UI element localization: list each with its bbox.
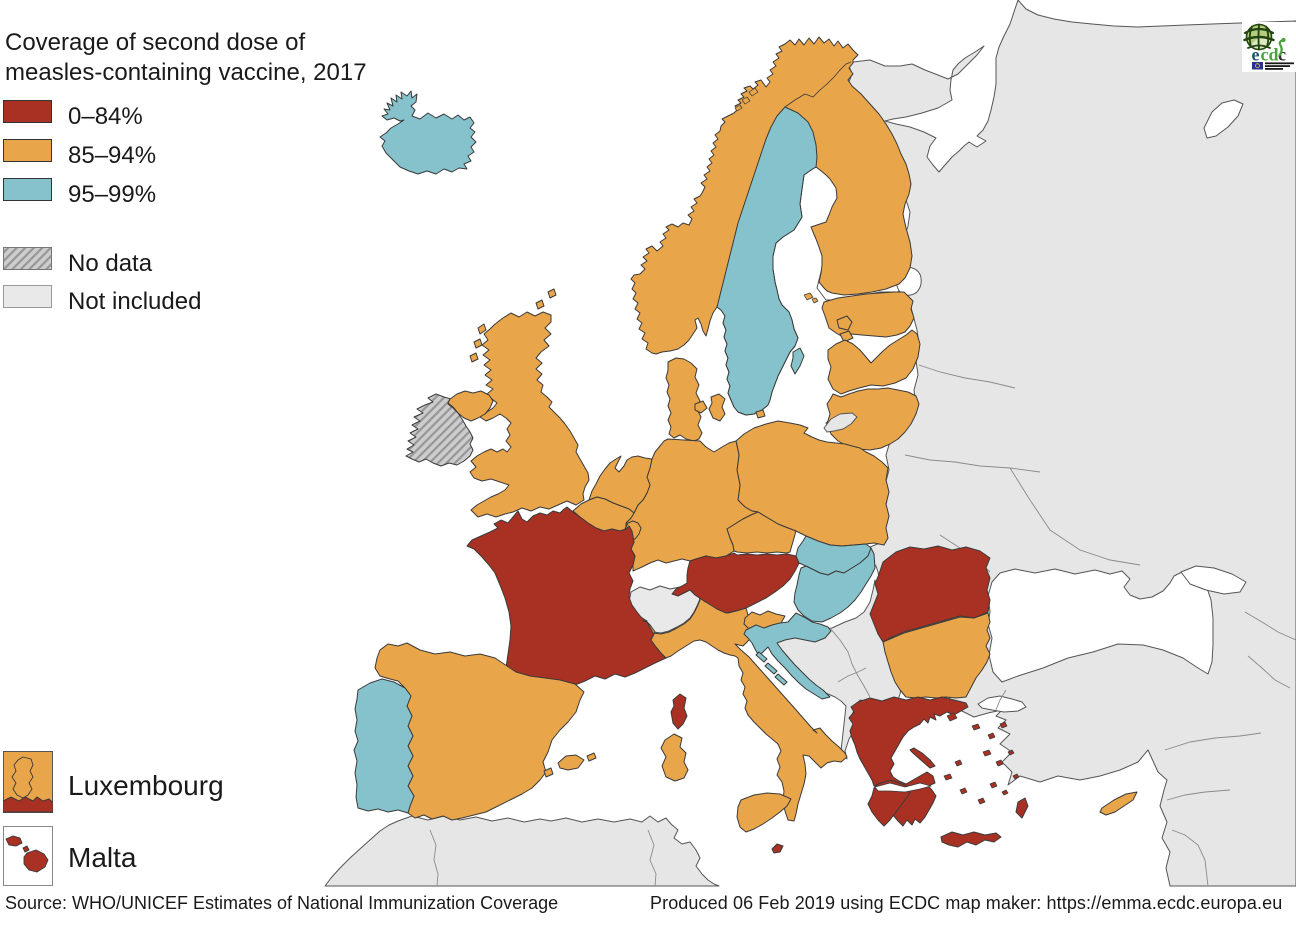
svg-text:cd: cd	[1261, 45, 1279, 65]
svg-text:c: c	[1278, 45, 1286, 65]
svg-text:e: e	[1252, 45, 1260, 65]
